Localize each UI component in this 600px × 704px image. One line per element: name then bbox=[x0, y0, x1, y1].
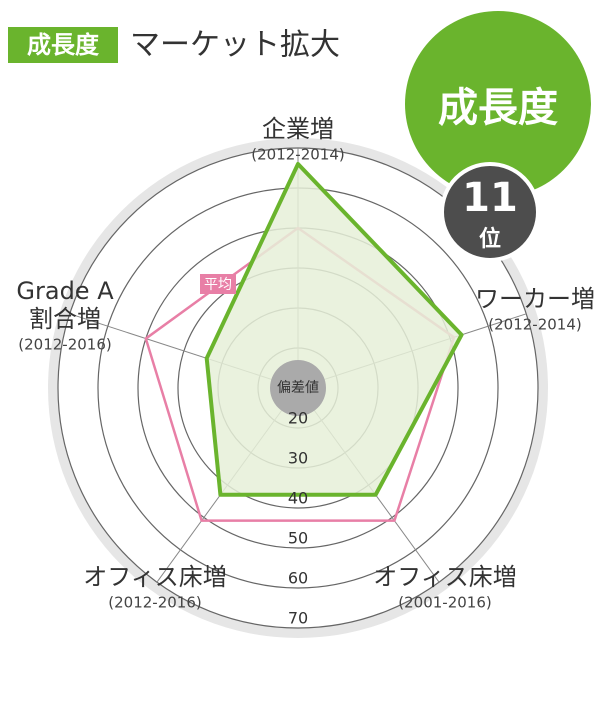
axis-period: (2012-2016) bbox=[108, 594, 201, 612]
ring-label: 50 bbox=[288, 529, 308, 548]
axis-period: (2012-2014) bbox=[251, 146, 344, 164]
axis-period: (2001-2016) bbox=[398, 594, 491, 612]
rank-value: 11 bbox=[462, 175, 518, 221]
axis-name: ワーカー増 bbox=[475, 285, 595, 313]
legend-box bbox=[200, 274, 236, 294]
ring-label: 70 bbox=[288, 609, 308, 628]
ring-label: 40 bbox=[288, 489, 308, 508]
axis-name: Grade A bbox=[16, 277, 114, 305]
axis-name: オフィス床増 bbox=[83, 563, 227, 591]
radar-plot: 偏差値 20 30 40 50 60 70 平均 企業増 (2012-2014) ワーカー増 (201… bbox=[16, 115, 595, 638]
legend-label: 平均 bbox=[204, 277, 232, 293]
center-label: 偏差値 bbox=[277, 380, 319, 396]
axis-period: (2012-2016) bbox=[18, 336, 111, 354]
ring-label: 20 bbox=[288, 409, 308, 428]
ring-label: 30 bbox=[288, 449, 308, 468]
rank-badge bbox=[440, 162, 540, 262]
axis-name: オフィス床増 bbox=[373, 563, 517, 591]
axis-name: 企業増 bbox=[262, 115, 334, 143]
axis-name: 割合増 bbox=[29, 305, 101, 333]
series-area bbox=[204, 162, 464, 497]
rank-label: 成長度 bbox=[438, 85, 558, 131]
axis-period: (2012-2014) bbox=[488, 316, 581, 334]
ring-label: 60 bbox=[288, 569, 308, 588]
center-disc bbox=[270, 360, 326, 416]
chart-title: マーケット拡大 bbox=[130, 28, 340, 63]
title-badge bbox=[8, 27, 118, 63]
rank-unit: 位 bbox=[479, 226, 501, 252]
title-badge-text: 成長度 bbox=[27, 31, 100, 59]
rank-circle bbox=[405, 11, 591, 197]
